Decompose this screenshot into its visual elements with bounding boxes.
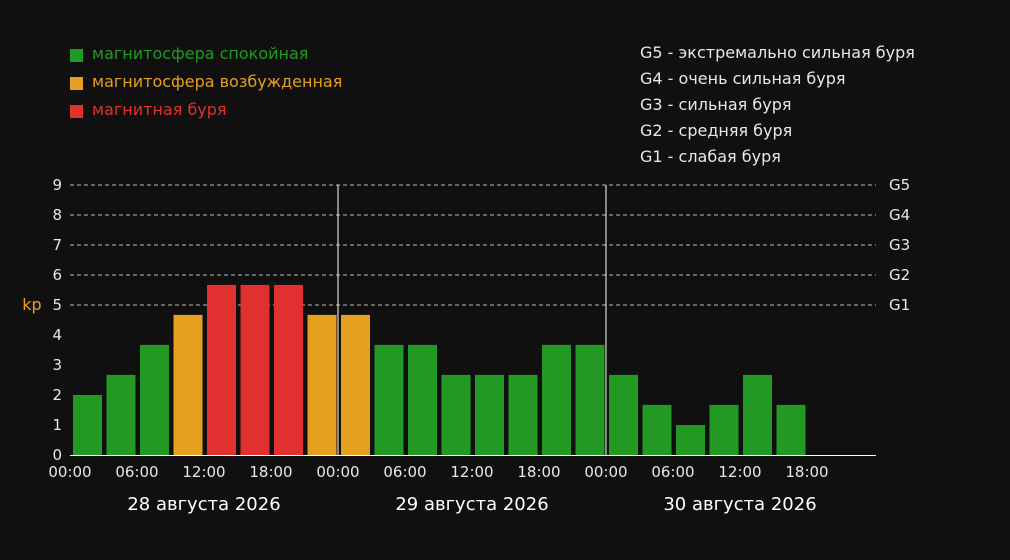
kp-bar: [743, 374, 772, 455]
kp-bar: [676, 425, 705, 455]
kp-bar: [642, 404, 672, 455]
kp-bar: [307, 314, 337, 455]
x-tick-label: 00:00: [316, 463, 359, 481]
y-tick-label: 9: [52, 176, 62, 194]
g-level-label: G5: [889, 176, 910, 194]
storm-scale-entry: G4 - очень сильная буря: [640, 69, 846, 88]
kp-bar: [508, 374, 538, 455]
grid-lines: G5 G4 G3 G2 G1: [70, 176, 910, 455]
storm-scale-entry: G5 - экстремально сильная буря: [640, 43, 915, 62]
y-tick-label: 8: [52, 206, 62, 224]
kp-bar: [776, 404, 806, 455]
kp-bar: [106, 374, 136, 455]
x-tick-label: 18:00: [517, 463, 560, 481]
x-tick-label: 00:00: [584, 463, 627, 481]
day-label: 30 августа 2026: [663, 494, 816, 515]
g-level-label: G1: [889, 296, 910, 314]
y-axis-label: kp: [22, 295, 41, 314]
kp-bar: [73, 395, 102, 455]
legend: магнитосфера спокойная магнитосфера возбу…: [70, 44, 342, 119]
legend-swatch: [70, 77, 83, 90]
kp-bar: [341, 314, 370, 455]
x-tick-label: 00:00: [48, 463, 91, 481]
x-tick-label: 12:00: [718, 463, 761, 481]
x-tick-label: 06:00: [651, 463, 694, 481]
legend-swatch: [70, 105, 83, 118]
y-tick-label: 6: [52, 266, 62, 284]
x-tick-label: 06:00: [115, 463, 158, 481]
kp-bar: [274, 284, 303, 455]
kp-bar: [609, 374, 638, 455]
g-level-label: G4: [889, 206, 910, 224]
y-tick-label: 2: [52, 386, 62, 404]
kp-bar: [207, 284, 236, 455]
x-tick-label: 12:00: [182, 463, 225, 481]
y-tick-label: 0: [52, 446, 62, 464]
kp-bar: [408, 344, 437, 455]
axes: 0 1 2 3 4 5 6 7 8 9 00:00 06:00 12:00 18:00 28 августа…: [48, 176, 876, 515]
kp-bar: [240, 284, 270, 455]
y-tick-label: 1: [52, 416, 62, 434]
y-tick-label: 4: [52, 326, 62, 344]
g-level-label: G3: [889, 236, 910, 254]
bars: [73, 284, 806, 455]
kp-bar: [575, 344, 605, 455]
y-tick-label: 3: [52, 356, 62, 374]
storm-scale-entry: G1 - слабая буря: [640, 147, 781, 166]
y-tick-label: 7: [52, 236, 62, 254]
x-tick-label: 18:00: [785, 463, 828, 481]
kp-bar: [542, 344, 571, 455]
kp-bar: [374, 344, 404, 455]
kp-bar: [441, 374, 471, 455]
legend-swatch: [70, 49, 83, 62]
legend-label: магнитосфера возбужденная: [92, 72, 342, 91]
storm-scale: G5 - экстремально сильная буря G4 - очень…: [640, 43, 915, 166]
storm-scale-entry: G3 - сильная буря: [640, 95, 791, 114]
legend-label: магнитосфера спокойная: [92, 44, 308, 63]
x-tick-label: 06:00: [383, 463, 426, 481]
legend-label: магнитная буря: [92, 100, 227, 119]
x-tick-label: 12:00: [450, 463, 493, 481]
day-label: 28 августа 2026: [127, 494, 280, 515]
y-tick-label: 5: [52, 296, 62, 314]
day-label: 29 августа 2026: [395, 494, 548, 515]
storm-scale-entry: G2 - средняя буря: [640, 121, 792, 140]
x-tick-label: 18:00: [249, 463, 292, 481]
kp-bar: [173, 314, 203, 455]
kp-bar: [709, 404, 739, 455]
kp-bar: [475, 374, 504, 455]
g-level-label: G2: [889, 266, 910, 284]
kp-bar: [140, 344, 169, 455]
